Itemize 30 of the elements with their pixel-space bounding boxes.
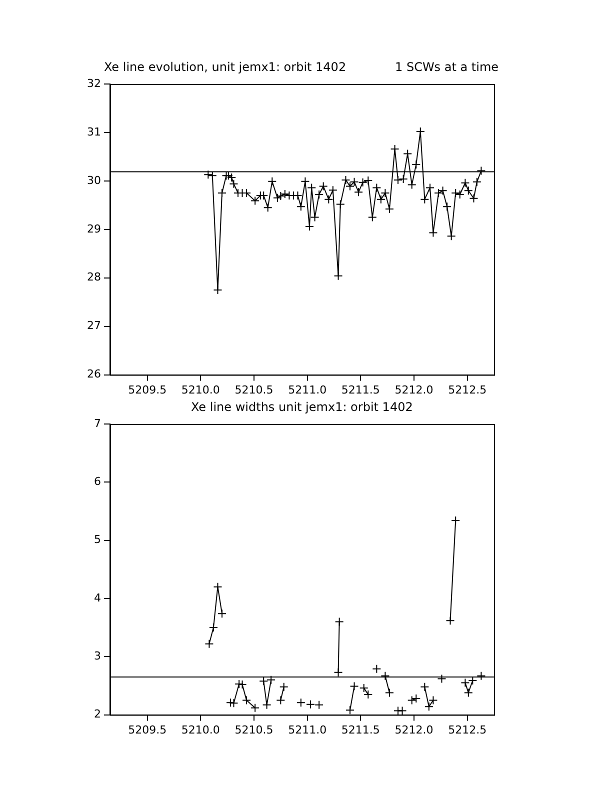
x-tick-label: 5209.5 [128,723,167,736]
x-tick-label: 5210.0 [181,383,220,396]
y-tick-label: 32 [87,76,101,90]
chart-title: Xe line widths unit jemx1: orbit 1402 [191,400,413,414]
y-tick-label: 7 [94,416,101,430]
x-tick-label: 5211.5 [341,383,380,396]
y-tick-label: 3 [94,650,101,662]
y-tick-label: 6 [94,475,101,488]
x-tick-label: 5212.0 [394,723,434,736]
x-tick-label: 5211.0 [288,383,327,396]
x-tick-label: 5212.5 [448,723,487,736]
x-tick-label: 5211.5 [341,723,380,736]
y-tick-label: 4 [94,591,101,604]
y-tick-label: 26 [87,368,101,381]
y-tick-label: 2 [94,708,101,721]
x-tick-label: 5209.5 [128,383,167,396]
x-tick-label: 5210.5 [234,723,274,736]
x-tick-label: 5210.5 [234,383,274,396]
chart-title: Xe line evolution, unit jemx1: orbit 1402 [104,60,346,74]
y-tick-label: 27 [87,319,101,332]
y-tick-label: 5 [94,533,101,546]
y-tick-label: 28 [87,270,101,284]
y-tick-label: 30 [87,174,101,187]
x-tick-label: 5212.5 [448,383,487,396]
y-tick-label: 29 [87,222,101,236]
x-tick-label: 5212.0 [394,383,434,396]
y-tick-label: 31 [87,125,101,138]
chart-subtitle: 1 SCWs at a time [395,60,499,74]
x-tick-label: 5210.0 [181,723,220,736]
x-tick-label: 5211.0 [288,723,327,736]
